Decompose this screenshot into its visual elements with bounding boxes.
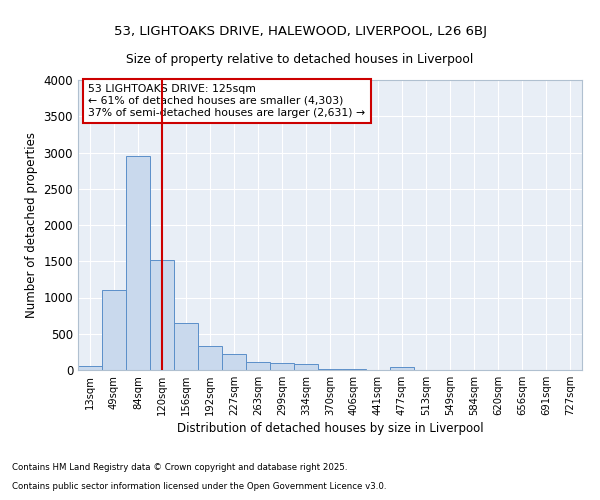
Text: 53 LIGHTOAKS DRIVE: 125sqm
← 61% of detached houses are smaller (4,303)
37% of s: 53 LIGHTOAKS DRIVE: 125sqm ← 61% of deta… — [88, 84, 365, 117]
Bar — [246, 362, 270, 370]
Bar — [78, 366, 102, 370]
Bar — [222, 354, 246, 370]
Bar — [318, 369, 342, 370]
Bar — [102, 290, 126, 370]
Text: 53, LIGHTOAKS DRIVE, HALEWOOD, LIVERPOOL, L26 6BJ: 53, LIGHTOAKS DRIVE, HALEWOOD, LIVERPOOL… — [113, 25, 487, 38]
Bar — [174, 323, 198, 370]
Text: Contains HM Land Registry data © Crown copyright and database right 2025.: Contains HM Land Registry data © Crown c… — [12, 464, 347, 472]
Y-axis label: Number of detached properties: Number of detached properties — [25, 132, 38, 318]
Text: Contains public sector information licensed under the Open Government Licence v3: Contains public sector information licen… — [12, 482, 386, 491]
Bar — [270, 363, 294, 370]
Bar — [198, 346, 222, 370]
X-axis label: Distribution of detached houses by size in Liverpool: Distribution of detached houses by size … — [176, 422, 484, 435]
Bar — [294, 364, 318, 370]
Bar — [126, 156, 150, 370]
Bar — [150, 260, 174, 370]
Bar — [390, 367, 414, 370]
Text: Size of property relative to detached houses in Liverpool: Size of property relative to detached ho… — [127, 52, 473, 66]
